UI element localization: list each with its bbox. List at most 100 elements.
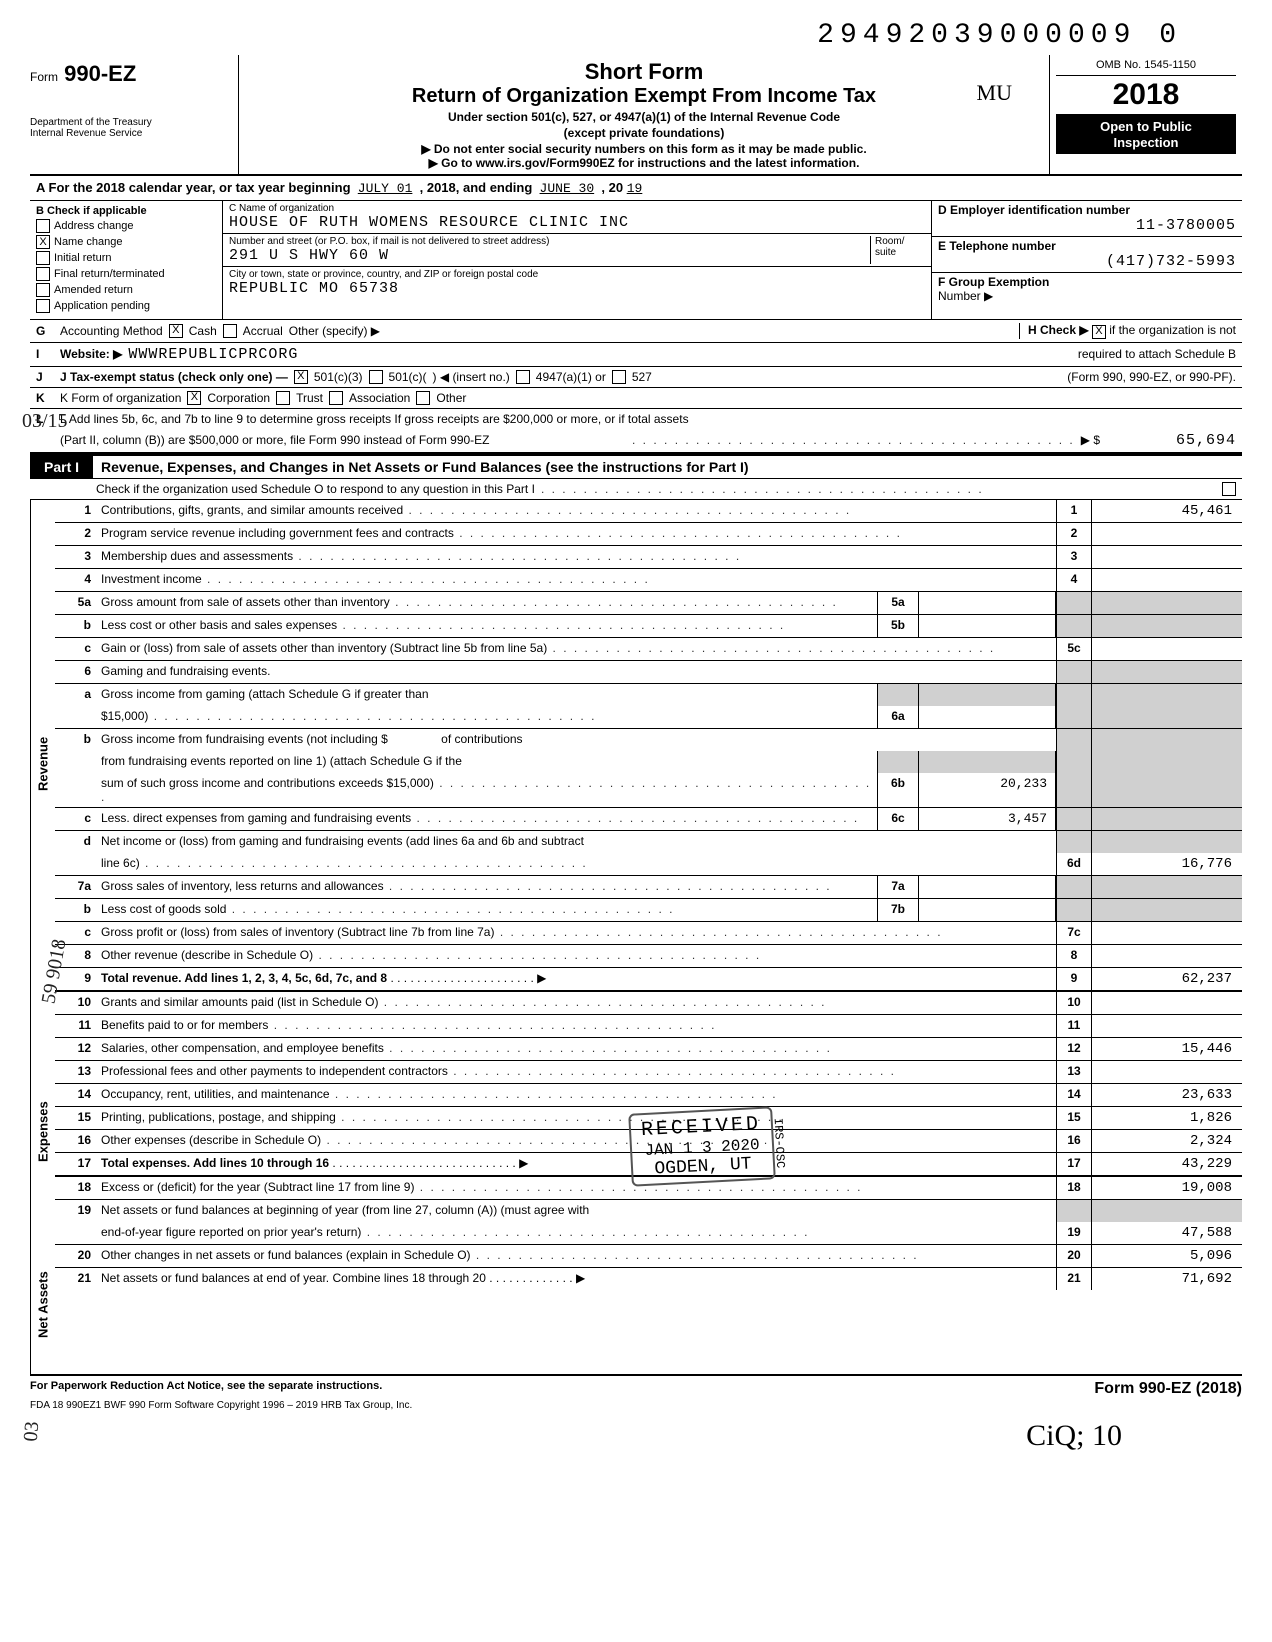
line-20-desc: Other changes in net assets or fund bala… (97, 1245, 1056, 1267)
line-11-num: 11 (55, 1015, 97, 1037)
line-17-desc: Total expenses. Add lines 10 through 16 (101, 1156, 329, 1170)
k-corp-label: Corporation (207, 391, 270, 405)
l-text1: L Add lines 5b, 6c, and 7b to line 9 to … (60, 412, 689, 426)
ssn-warning: ▶ Do not enter social security numbers o… (249, 142, 1039, 156)
line-7a-rshade2 (1091, 876, 1242, 898)
chk-application-pending-label: Application pending (54, 300, 150, 312)
chk-initial-return[interactable]: Initial return (36, 251, 216, 265)
line-21-arrow: ▶ (576, 1271, 585, 1285)
gross-receipts: 65,694 (1106, 432, 1236, 449)
chk-schedule-o-p1[interactable] (1222, 482, 1236, 496)
chk-trust[interactable] (276, 391, 290, 405)
line-6-rshade (1056, 661, 1091, 683)
line-18-desc: Excess or (deficit) for the year (Subtra… (97, 1177, 1056, 1199)
chk-501c[interactable] (369, 370, 383, 384)
line-9-num: 9 (55, 968, 97, 990)
chk-name-change-label: Name change (54, 236, 123, 248)
line-6d-num: d (55, 831, 97, 853)
line-6c-rshade2 (1091, 808, 1242, 830)
line-7b-rshade (1056, 899, 1091, 921)
line-15-val: 1,826 (1091, 1107, 1242, 1129)
line-8-val (1091, 945, 1242, 967)
chk-cash[interactable]: X (169, 324, 183, 338)
fda-line: FDA 18 990EZ1 BWF 990 Form Software Copy… (30, 1398, 1242, 1411)
chk-amended-return[interactable]: Amended return (36, 283, 216, 297)
chk-501c3[interactable]: X (294, 370, 308, 384)
chk-527[interactable] (612, 370, 626, 384)
open-public-2: Inspection (1058, 135, 1234, 151)
line-6-rshade2 (1091, 661, 1242, 683)
chk-accrual-label: Accrual (243, 324, 283, 338)
line-15-num: 15 (55, 1107, 97, 1129)
line-16-desc: Other expenses (describe in Schedule O) (97, 1130, 1056, 1152)
line-6b-rshade2 (1091, 729, 1242, 751)
line-10-num: 10 (55, 992, 97, 1014)
ein: 11-3780005 (938, 217, 1236, 234)
line-14-val: 23,633 (1091, 1084, 1242, 1106)
tax-year: 2018 (1056, 76, 1236, 115)
line-19-desc: Net assets or fund balances at beginning… (97, 1200, 1056, 1222)
dept-treasury: Department of the Treasury (30, 117, 230, 128)
line-5c-val (1091, 638, 1242, 660)
line-7c-box: 7c (1056, 922, 1091, 944)
line-17-val: 43,229 (1091, 1153, 1242, 1175)
line-17-box: 17 (1056, 1153, 1091, 1175)
b-label: B Check if applicable (36, 205, 216, 217)
line-6b-desc3: from fundraising events reported on line… (97, 751, 877, 773)
bottom-initials: CiQ; 10 (30, 1419, 1242, 1453)
line-5b-midbox: 5b (877, 615, 919, 637)
line-3-num: 3 (55, 546, 97, 568)
chk-initial-return-label: Initial return (54, 252, 111, 264)
expenses-side-label: Expenses (30, 1028, 55, 1236)
part-i-tag: Part I (30, 456, 93, 478)
dept-irs: Internal Revenue Service (30, 128, 230, 139)
f-label: F Group Exemption (938, 275, 1049, 289)
chk-final-return[interactable]: Final return/terminated (36, 267, 216, 281)
line-2-box: 2 (1056, 523, 1091, 545)
year-end: JUNE 30 (540, 181, 595, 196)
line-10-desc: Grants and similar amounts paid (list in… (97, 992, 1056, 1014)
chk-address-change[interactable]: Address change (36, 219, 216, 233)
org-name: HOUSE OF RUTH WOMENS RESOURCE CLINIC INC (229, 214, 925, 231)
line-6b-rshade6 (1091, 773, 1242, 807)
dln-stamp: 29492039000009 0 (30, 20, 1242, 51)
line-2-num: 2 (55, 523, 97, 545)
chk-4947[interactable] (516, 370, 530, 384)
chk-accrual[interactable] (223, 324, 237, 338)
line-11-desc: Benefits paid to or for members (97, 1015, 1056, 1037)
subtitle-except: (except private foundations) (249, 126, 1039, 140)
line-6b-midbox: 6b (877, 773, 919, 807)
line-11-val (1091, 1015, 1242, 1037)
chk-h[interactable]: X (1092, 325, 1106, 339)
part-i-title: Revenue, Expenses, and Changes in Net As… (93, 456, 757, 478)
line-a-mid: , 2018, and ending (420, 180, 533, 195)
line-3-desc: Membership dues and assessments (97, 546, 1056, 568)
line-6a-rshade3 (1056, 706, 1091, 728)
line-1-box: 1 (1056, 500, 1091, 522)
line-6c-num: c (55, 808, 97, 830)
chk-application-pending[interactable]: Application pending (36, 299, 216, 313)
line-7b-midval (919, 899, 1056, 921)
j-501c-label: 501(c)( (389, 370, 427, 384)
line-19-val: 47,588 (1091, 1222, 1242, 1244)
line-9-box: 9 (1056, 968, 1091, 990)
line-a-suffix: , 20 (601, 180, 623, 195)
addr-label: Number and street (or P.O. box, if mail … (229, 236, 870, 247)
line-5a-midval (919, 592, 1056, 614)
f-label2: Number ▶ (938, 289, 993, 303)
line-7a-midval (919, 876, 1056, 898)
chk-other-org[interactable] (416, 391, 430, 405)
line-6d-box: 6d (1056, 853, 1091, 875)
form-prefix: Form (30, 70, 58, 84)
line-6b-mshade2 (919, 751, 1056, 773)
line-19-num: 19 (55, 1200, 97, 1222)
chk-assoc[interactable] (329, 391, 343, 405)
chk-name-change[interactable]: XName change (36, 235, 216, 249)
line-6a-midbox: 6a (877, 706, 919, 728)
chk-corp[interactable]: X (187, 391, 201, 405)
line-6a-num: a (55, 684, 97, 706)
line-a-prefix: A For the 2018 calendar year, or tax yea… (36, 180, 351, 195)
line-5c-desc: Gain or (loss) from sale of assets other… (97, 638, 1056, 660)
line-15-box: 15 (1056, 1107, 1091, 1129)
line-5b-num: b (55, 615, 97, 637)
